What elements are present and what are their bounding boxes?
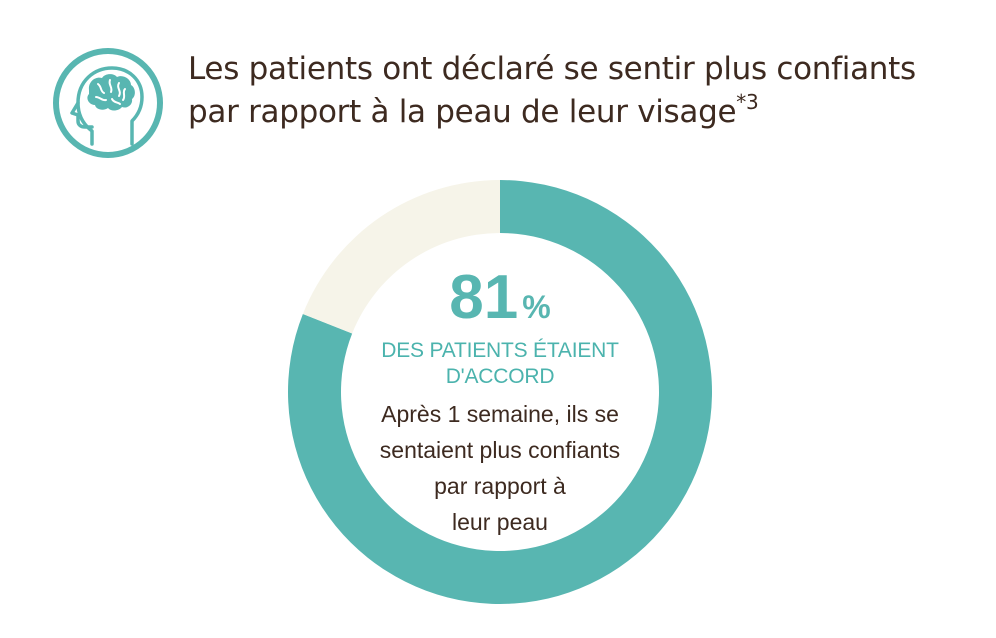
center-caption-line-1: DES PATIENTS ÉTAIENT: [381, 339, 619, 362]
percentage-unit: %: [522, 289, 551, 325]
center-caption-line-2: D'ACCORD: [445, 365, 555, 388]
description-line-2: sentaient plus confiants: [379, 437, 621, 463]
donut-slice-remaining: [302, 180, 500, 334]
title-line-2-text: par rapport à la peau de leur visage: [188, 94, 737, 130]
center-caption: DES PATIENTS ÉTAIENT D'ACCORD: [346, 338, 654, 390]
percentage-number: 81: [449, 263, 519, 332]
donut-center-text: 81% DES PATIENTS ÉTAIENT D'ACCORD Après …: [346, 267, 654, 540]
description-line-3: par rapport à: [434, 473, 566, 499]
description-line-1: Après 1 semaine, ils se: [381, 401, 619, 427]
center-description: Après 1 semaine, ils se sentaient plus c…: [346, 396, 654, 540]
donut-chart: [288, 180, 712, 604]
title-footnote: *3: [736, 89, 759, 114]
head-brain-icon: [53, 48, 163, 158]
description-line-4: leur peau: [452, 509, 548, 535]
title-line-1: Les patients ont déclaré se sentir plus …: [188, 51, 916, 87]
page-title: Les patients ont déclaré se sentir plus …: [188, 48, 968, 134]
percentage-value: 81%: [346, 267, 654, 329]
title-line-2: par rapport à la peau de leur visage*3: [188, 91, 968, 134]
